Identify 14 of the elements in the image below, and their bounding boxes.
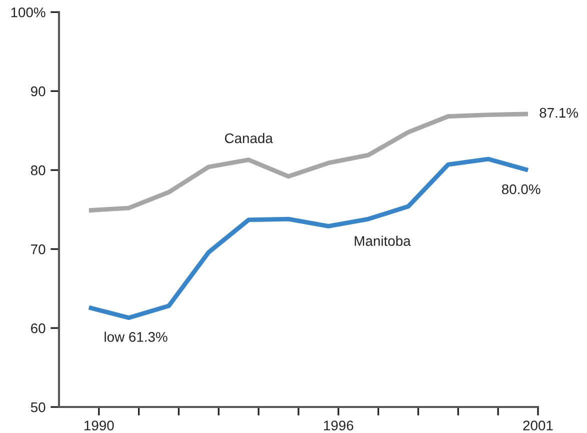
series-label: Canada	[224, 132, 273, 144]
y-tick-label: 50	[30, 402, 46, 412]
y-tick-label: 100%	[11, 7, 46, 18]
x-tick-label: 1996	[324, 420, 354, 430]
data-label: low 61.3%	[104, 332, 168, 342]
x-tick-label: 1990	[84, 420, 114, 430]
y-tick-label: 60	[31, 323, 46, 334]
data-label: 87.1%	[540, 108, 578, 118]
series-label: Manitoba	[354, 236, 411, 246]
x-tick-label: 2001	[523, 420, 553, 430]
y-tick-label: 80	[30, 165, 46, 176]
y-tick-label: 70	[31, 244, 46, 254]
y-tick-label: 90	[31, 86, 46, 96]
data-label: 80.0%	[502, 184, 540, 194]
